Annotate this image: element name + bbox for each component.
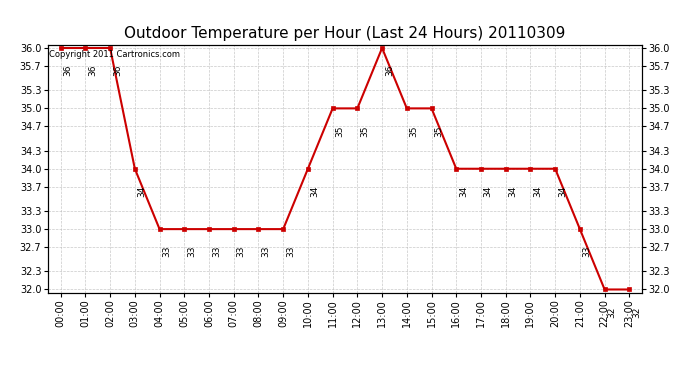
- Text: 36: 36: [113, 64, 122, 76]
- Text: 35: 35: [434, 125, 443, 136]
- Text: 34: 34: [459, 185, 468, 197]
- Text: 33: 33: [162, 246, 171, 257]
- Text: 35: 35: [335, 125, 344, 136]
- Text: 34: 34: [310, 185, 319, 197]
- Text: 32: 32: [607, 306, 616, 318]
- Text: 34: 34: [484, 185, 493, 197]
- Text: 33: 33: [582, 246, 591, 257]
- Text: 33: 33: [286, 246, 295, 257]
- Text: 34: 34: [509, 185, 518, 197]
- Text: 34: 34: [533, 185, 542, 197]
- Text: 36: 36: [385, 64, 394, 76]
- Text: 34: 34: [558, 185, 567, 197]
- Text: 33: 33: [262, 246, 270, 257]
- Text: Copyright 2011 Cartronics.com: Copyright 2011 Cartronics.com: [50, 50, 181, 59]
- Text: 33: 33: [212, 246, 221, 257]
- Text: 36: 36: [88, 64, 97, 76]
- Text: 35: 35: [410, 125, 419, 136]
- Text: 34: 34: [137, 185, 146, 197]
- Text: 32: 32: [632, 306, 641, 318]
- Text: 33: 33: [237, 246, 246, 257]
- Text: 35: 35: [360, 125, 369, 136]
- Text: 33: 33: [187, 246, 196, 257]
- Title: Outdoor Temperature per Hour (Last 24 Hours) 20110309: Outdoor Temperature per Hour (Last 24 Ho…: [124, 26, 566, 41]
- Text: 36: 36: [63, 64, 72, 76]
